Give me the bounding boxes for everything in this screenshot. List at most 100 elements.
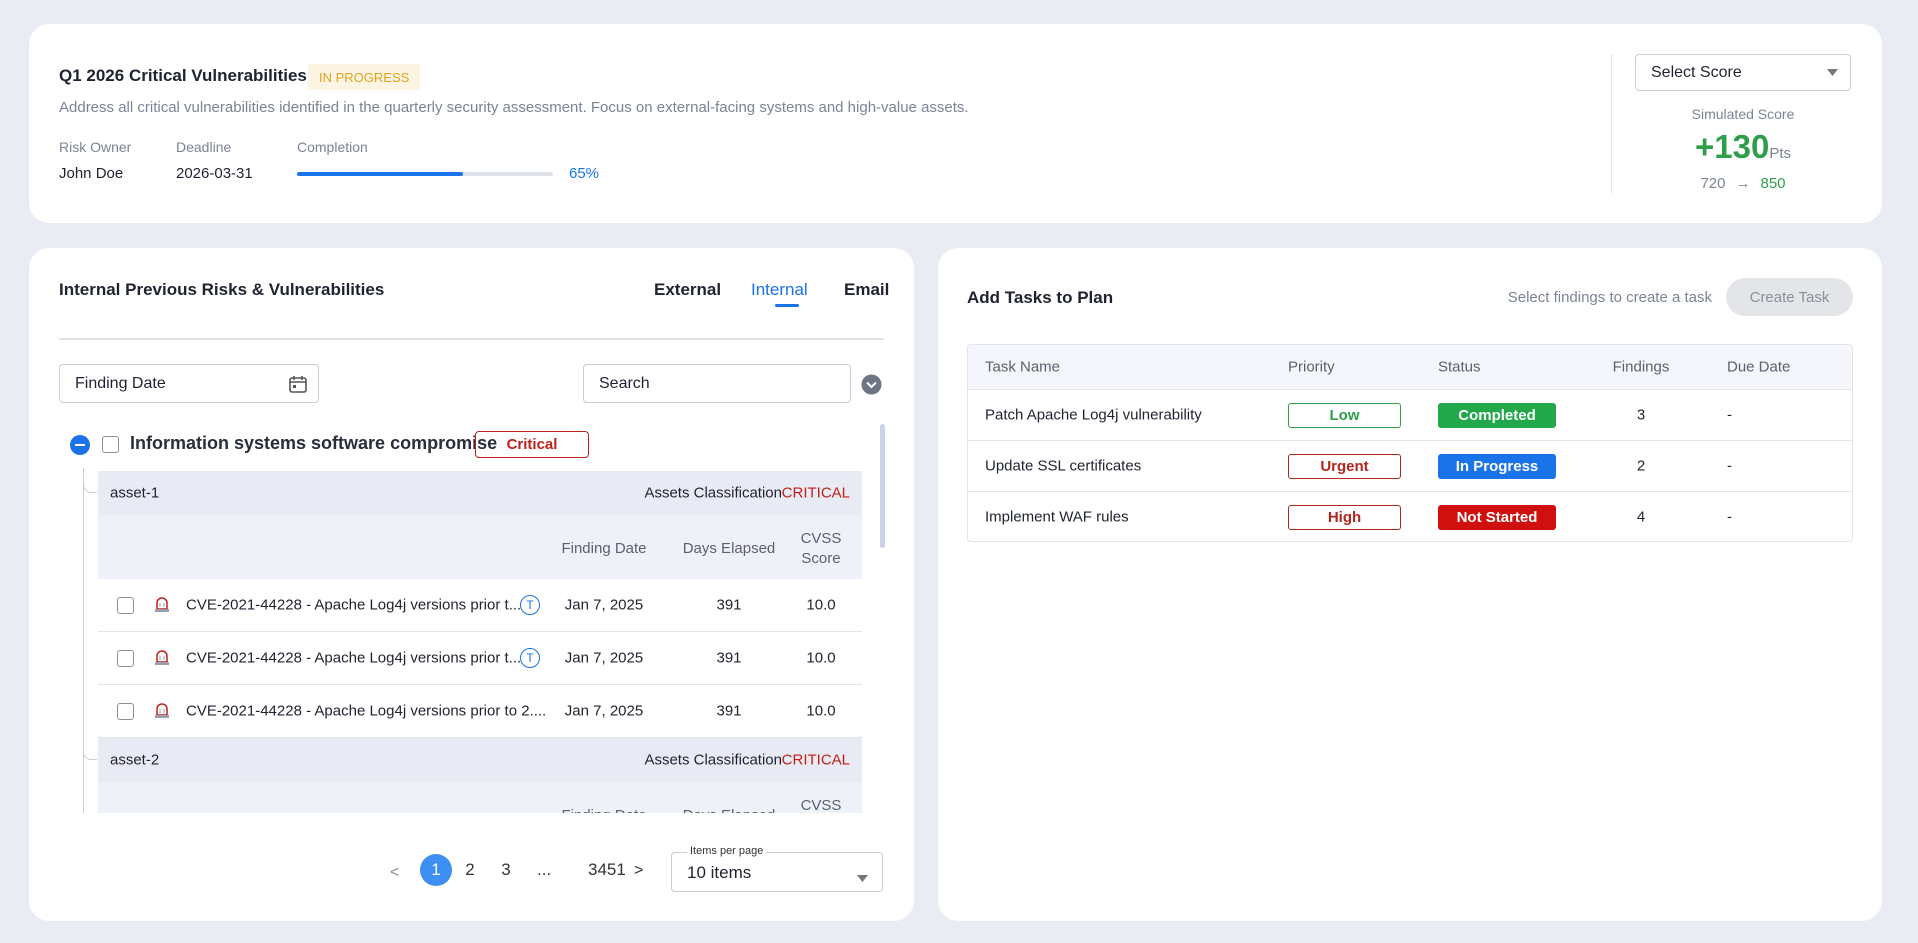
divider <box>59 338 884 340</box>
scrollbar <box>880 424 885 548</box>
task-row: Update SSL certificates Urgent In Progress… <box>968 440 1852 491</box>
asset-class-label: Assets Classification <box>644 751 782 769</box>
column-label: Findings <box>1612 358 1670 376</box>
date-filter[interactable]: Finding Date <box>59 364 319 403</box>
checkbox[interactable] <box>117 703 134 720</box>
priority-badge: Low <box>1288 403 1401 428</box>
asset-name: asset-2 <box>110 751 160 769</box>
tree-branch <box>83 748 97 760</box>
search-input[interactable]: Search <box>583 364 851 403</box>
status-badge: Completed <box>1438 403 1556 428</box>
column-label: Days Elapsed <box>659 806 799 813</box>
progress-fill <box>297 172 464 176</box>
alert-icon <box>153 595 171 617</box>
task-name: Implement WAF rules <box>985 508 1129 526</box>
page-button[interactable]: ... <box>537 860 552 879</box>
page-button[interactable]: 2 <box>465 860 475 879</box>
field-label: Deadline <box>176 139 232 155</box>
next-button[interactable]: > <box>634 862 644 879</box>
score-select-text: Select Score <box>1651 63 1742 81</box>
prev-button[interactable]: < <box>390 864 400 881</box>
score-select[interactable]: Select Score <box>1635 54 1851 91</box>
column-label: CVSS Score <box>800 530 842 567</box>
tree-line <box>83 468 84 813</box>
finding-title: CVE-2021-44228 - Apache Log4j versions p… <box>186 596 522 614</box>
findings-count: 3 <box>1636 406 1646 424</box>
items-select[interactable]: Items per page 10 items <box>671 845 883 892</box>
items-value: 10 items <box>687 863 752 882</box>
finding-date: Jan 7, 2025 <box>564 649 644 667</box>
alert-icon-svg <box>155 703 169 718</box>
column-label: CVSS Score <box>800 797 842 813</box>
divider <box>1611 54 1612 193</box>
severity-badge: Critical <box>475 431 589 458</box>
page-button[interactable]: 3451 <box>588 860 626 879</box>
finding-row: CVE-2021-44228 - Apache Log4j versions p… <box>98 632 862 685</box>
status-badge: In Progress <box>1438 454 1556 479</box>
findings-title: Internal Previous Risks & Vulnerabilitie… <box>59 280 385 299</box>
finding-row: CVE-2021-44228 - Apache Log4j versions p… <box>98 685 862 738</box>
tab[interactable]: Internal <box>751 280 808 299</box>
asset-class: CRITICAL <box>781 751 850 769</box>
score-to: 850 <box>1760 175 1786 192</box>
days-elapsed: 391 <box>716 649 742 667</box>
asset-class: CRITICAL <box>781 484 850 502</box>
column-label: Priority <box>1288 358 1335 376</box>
page-button[interactable]: 1 <box>420 854 452 886</box>
priority-badge: High <box>1288 505 1401 530</box>
task-row: Implement WAF rules High Not Started 4 - <box>968 491 1852 541</box>
completion-value: 65% <box>569 165 600 182</box>
calendar-icon <box>289 376 307 393</box>
status-badge: IN PROGRESS <box>308 64 421 90</box>
asset-name: asset-1 <box>110 484 160 502</box>
dropdown-icon <box>1827 69 1838 76</box>
finding-date: Jan 7, 2025 <box>564 702 644 720</box>
finding-title: CVE-2021-44228 - Apache Log4j versions p… <box>186 702 547 720</box>
findings-count: 2 <box>1636 457 1646 475</box>
field-label: Risk Owner <box>59 139 132 155</box>
alert-icon <box>153 648 171 670</box>
tab[interactable]: Email <box>844 280 890 299</box>
findings-tree: Information systems software compromise C… <box>63 424 883 813</box>
collapse-icon-svg <box>70 435 90 455</box>
column-label: Finding Date <box>561 540 647 557</box>
checkbox[interactable] <box>117 650 134 667</box>
task-name: Patch Apache Log4j vulnerability <box>985 406 1202 424</box>
task-name: Update SSL certificates <box>985 457 1142 475</box>
finding-title: CVE-2021-44228 - Apache Log4j versions p… <box>186 649 522 667</box>
priority-badge: Urgent <box>1288 454 1401 479</box>
tasks-table: Task Name Priority Status Findings Due Date P… <box>967 344 1853 542</box>
score-range: 720 → 850 <box>1700 175 1785 192</box>
collapse-icon <box>70 435 90 460</box>
cvss-score: 10.0 <box>806 702 836 720</box>
score-from: 720 <box>1700 175 1726 192</box>
checkbox[interactable] <box>102 436 119 453</box>
due-date: - <box>1727 508 1732 526</box>
page-button[interactable]: 3 <box>501 860 511 879</box>
days-elapsed: 391 <box>716 596 742 614</box>
asset-header: asset-1 Assets Classification CRITICAL <box>98 471 862 515</box>
alert-icon-svg <box>155 650 169 665</box>
create-task-button[interactable]: Create Task <box>1726 278 1853 316</box>
column-label: Status <box>1438 358 1481 376</box>
score-arrow: → <box>1735 175 1751 192</box>
score-label: Simulated Score <box>1691 106 1795 122</box>
tree-branch <box>83 481 97 493</box>
tab-indicator <box>775 304 799 307</box>
column-label: Due Date <box>1727 358 1791 376</box>
expand-button[interactable] <box>861 374 882 395</box>
field-value: John Doe <box>59 165 124 182</box>
group-name: Information systems software compromise <box>130 433 498 453</box>
tab[interactable]: External <box>654 280 722 299</box>
cvss-score: 10.0 <box>806 596 836 614</box>
tasks-card: Add Tasks to Plan Select findings to cre… <box>938 248 1882 921</box>
plan-card: Q1 2026 Critical Vulnerabilities IN PROG… <box>29 24 1882 223</box>
column-label: Finding Date <box>534 806 674 813</box>
days-elapsed: 391 <box>716 702 742 720</box>
checkbox[interactable] <box>117 597 134 614</box>
tasks-title: Add Tasks to Plan <box>967 288 1114 307</box>
search-text: Search <box>599 374 650 392</box>
